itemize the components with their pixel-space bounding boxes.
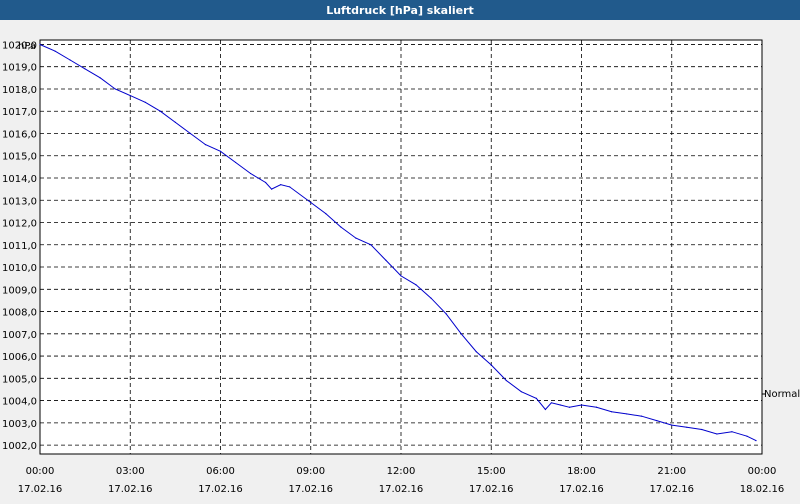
data-point — [595, 406, 598, 408]
y-tick-label: 1013,0 — [2, 196, 37, 207]
x-tick-date: 17.02.16 — [198, 484, 243, 495]
y-tick-label: 1015,0 — [2, 152, 37, 163]
data-point — [69, 59, 71, 61]
data-point — [445, 313, 447, 315]
data-point — [249, 172, 252, 175]
data-point — [265, 181, 267, 184]
x-tick-time: 06:00 — [206, 466, 235, 477]
y-tick-label: 1009,0 — [2, 285, 37, 296]
reference-label: Normal — [764, 389, 800, 400]
y-tick-label: 1017,0 — [2, 107, 37, 118]
data-point — [544, 408, 547, 411]
x-tick-time: 09:00 — [296, 466, 325, 477]
y-axis-unit: hPa — [18, 41, 36, 52]
data-point — [174, 121, 176, 123]
y-tick-label: 1012,0 — [2, 219, 37, 230]
pressure-chart: 1002,0 1003,0 1004,0 1005,0 1006,0 1007,0 1008… — [2, 39, 800, 495]
data-point — [559, 404, 562, 406]
y-tick-label: 1014,0 — [2, 174, 37, 185]
data-point — [731, 431, 733, 433]
data-point — [490, 364, 492, 366]
x-tick-time: 00:00 — [26, 466, 55, 477]
data-point — [84, 68, 86, 70]
x-tick-time: 21:00 — [657, 466, 686, 477]
data-point — [310, 201, 312, 204]
chart-title: Luftdruck [hPa] skaliert — [0, 0, 800, 20]
y-tick-label: 1011,0 — [2, 241, 37, 252]
grid-lines — [40, 40, 766, 454]
y-tick-label: 1008,0 — [2, 308, 37, 319]
data-point — [550, 402, 553, 404]
data-point — [114, 88, 116, 90]
data-point — [144, 101, 146, 103]
data-point — [271, 188, 273, 190]
x-tick-date: 17.02.16 — [288, 484, 333, 495]
x-tick-time: 15:00 — [477, 466, 506, 477]
y-axis-ticks: 1002,0 1003,0 1004,0 1005,0 1006,0 1007,0 1008… — [2, 40, 37, 452]
x-tick-time: 18:00 — [567, 466, 596, 477]
data-point — [505, 379, 507, 382]
data-point — [746, 435, 748, 437]
x-tick-time: 03:00 — [116, 466, 145, 477]
data-point — [568, 406, 571, 408]
x-tick-time: 00:00 — [748, 466, 777, 477]
y-tick-label: 1019,0 — [2, 63, 37, 74]
data-point — [610, 411, 613, 413]
data-point — [340, 226, 342, 228]
x-tick-time: 12:00 — [387, 466, 416, 477]
data-point — [355, 237, 357, 239]
data-point — [39, 43, 41, 46]
data-point — [204, 144, 207, 146]
data-point — [671, 424, 673, 426]
data-point — [400, 275, 402, 277]
data-point — [99, 77, 101, 79]
data-point — [189, 132, 192, 135]
y-tick-label: 1018,0 — [2, 85, 37, 96]
y-tick-label: 1004,0 — [2, 397, 37, 408]
data-point — [656, 420, 658, 422]
data-point — [520, 391, 522, 393]
x-tick-date: 17.02.16 — [18, 484, 63, 495]
y-tick-label: 1007,0 — [2, 330, 37, 341]
y-tick-label: 1005,0 — [2, 374, 37, 385]
data-point — [219, 150, 222, 152]
data-point — [686, 426, 688, 428]
data-point — [755, 440, 757, 442]
data-point — [580, 404, 583, 406]
data-point — [475, 351, 477, 353]
data-point — [280, 184, 282, 186]
data-point — [385, 259, 387, 261]
x-tick-date: 17.02.16 — [649, 484, 694, 495]
data-point — [716, 433, 718, 435]
series-group — [39, 43, 757, 442]
data-point — [325, 213, 327, 215]
x-tick-date: 18.02.16 — [740, 484, 785, 495]
x-axis-ticks: 00:00 17.02.16 03:00 17.02.16 06:00 17.02.16 0… — [18, 466, 785, 495]
data-point — [460, 333, 462, 335]
x-tick-date: 17.02.16 — [469, 484, 514, 495]
data-point — [415, 284, 417, 286]
data-point — [234, 161, 237, 164]
chart-area: 1002,0 1003,0 1004,0 1005,0 1006,0 1007,0 1008… — [0, 20, 800, 500]
data-point — [370, 244, 372, 246]
data-point — [701, 428, 703, 431]
y-tick-label: 1003,0 — [2, 419, 37, 430]
y-tick-label: 1020,0 — [2, 40, 37, 51]
data-point — [289, 186, 291, 188]
series-line-0 — [39, 44, 757, 442]
y-tick-label: 1002,0 — [2, 441, 37, 452]
data-point — [129, 95, 131, 97]
y-tick-label: 1010,0 — [2, 263, 37, 274]
x-tick-date: 17.02.16 — [108, 484, 153, 495]
data-point — [54, 50, 56, 52]
data-point — [535, 397, 537, 399]
data-point — [641, 415, 643, 417]
y-tick-label: 1016,0 — [2, 129, 37, 140]
x-tick-date: 17.02.16 — [559, 484, 604, 495]
data-point — [159, 110, 161, 112]
data-point — [430, 297, 432, 299]
data-point — [626, 413, 628, 415]
x-tick-date: 17.02.16 — [379, 484, 424, 495]
y-tick-label: 1006,0 — [2, 352, 37, 363]
